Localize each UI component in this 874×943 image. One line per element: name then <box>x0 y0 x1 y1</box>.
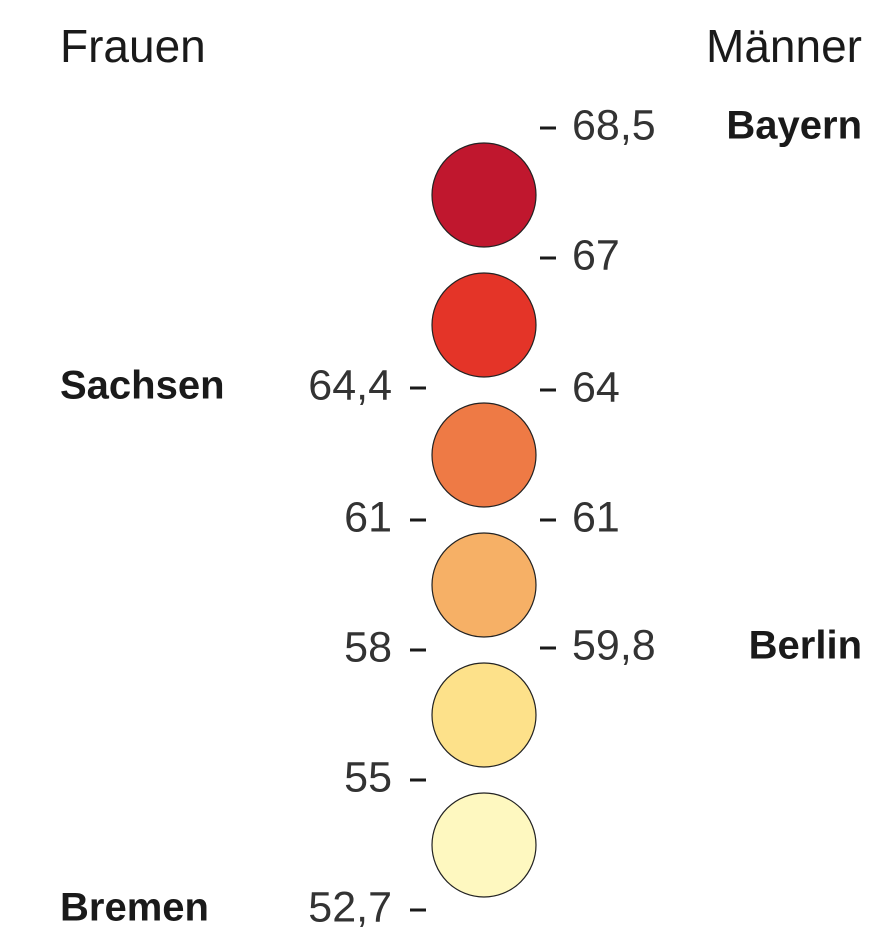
header-left: Frauen <box>60 20 206 72</box>
legend-circle <box>431 272 537 378</box>
tick-label: 68,5 <box>572 101 656 149</box>
tick-label: 67 <box>572 231 620 279</box>
legend-circle <box>431 792 537 898</box>
legend-circle <box>431 532 537 638</box>
region-label: Bayern <box>726 104 862 148</box>
tick-label: 61 <box>572 493 620 541</box>
tick-label: 58 <box>344 623 392 671</box>
legend-circle <box>431 142 537 248</box>
tick-label: 61 <box>344 493 392 541</box>
region-label: Bremen <box>60 886 209 930</box>
region-label: Sachsen <box>60 364 225 408</box>
region-label: Berlin <box>749 624 862 668</box>
tick-label: 64,4 <box>308 361 392 409</box>
tick-label: 52,7 <box>308 883 392 931</box>
header-right: Männer <box>706 20 862 72</box>
legend-circle <box>431 662 537 768</box>
tick-label: 59,8 <box>572 621 656 669</box>
tick-label: 55 <box>344 753 392 801</box>
legend-circle <box>431 402 537 508</box>
tick-label: 64 <box>572 363 620 411</box>
